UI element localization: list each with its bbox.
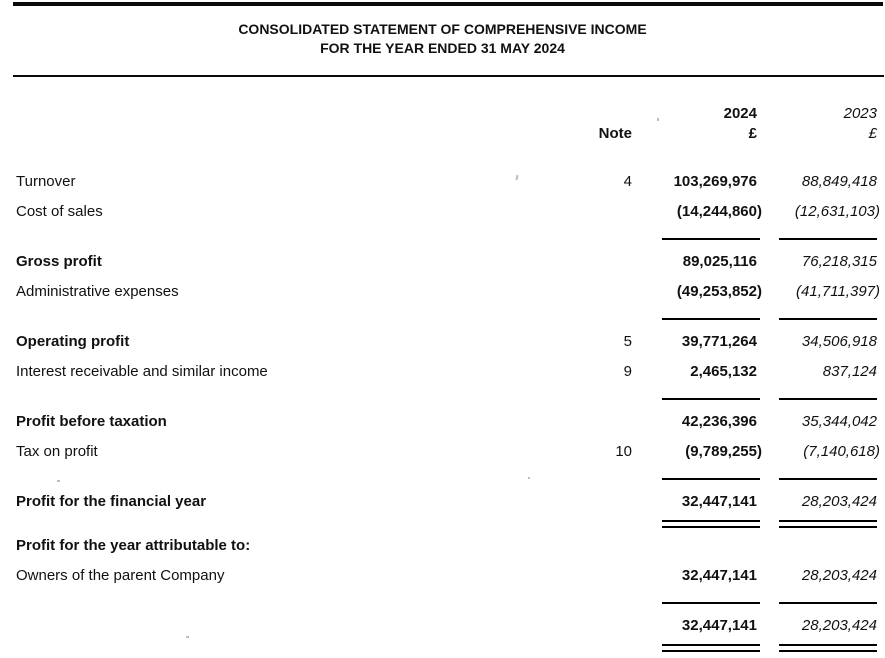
scan-speck bbox=[657, 118, 659, 121]
row-label: Gross profit bbox=[16, 252, 102, 270]
top-border-rule bbox=[13, 2, 883, 6]
total-rule-2024 bbox=[632, 238, 762, 240]
value-2023: 88,849,418 bbox=[801, 172, 877, 190]
total-rule-row bbox=[0, 602, 885, 604]
value-2024: 89,025,116 bbox=[682, 252, 757, 270]
row-label: Profit before taxation bbox=[16, 412, 167, 430]
value-2023: (7,140,618) bbox=[803, 442, 880, 460]
total-rule-2023 bbox=[762, 644, 880, 652]
value-2024: 103,269,976 bbox=[673, 172, 757, 190]
currency-symbol-2024: £ bbox=[748, 124, 757, 142]
total-rule-row bbox=[0, 238, 885, 240]
total-rule-2024 bbox=[632, 602, 762, 604]
total-rule-row bbox=[0, 478, 885, 480]
scan-speck bbox=[186, 636, 189, 638]
statement-body: Turnover 4 103,269,976 88,849,418 Cost of sa… bbox=[0, 166, 885, 652]
value-2023: 28,203,424 bbox=[801, 616, 877, 634]
row-label: Administrative expenses bbox=[16, 282, 179, 300]
table-row: Owners of the parent Company 32,447,141 28… bbox=[0, 560, 885, 590]
total-rule-2024 bbox=[632, 644, 762, 652]
total-rule-2024 bbox=[632, 318, 762, 320]
table-row: Profit for the year attributable to: bbox=[0, 530, 885, 560]
value-2024: (14,244,860) bbox=[676, 202, 762, 220]
row-label: Owners of the parent Company bbox=[16, 566, 225, 584]
total-rule-row bbox=[0, 398, 885, 400]
total-rule-row bbox=[0, 318, 885, 320]
row-label: Profit for the financial year bbox=[16, 492, 207, 510]
column-header-2023: 2023 bbox=[843, 104, 877, 122]
total-rule-2024 bbox=[632, 520, 762, 528]
row-label: Profit for the year attributable to: bbox=[16, 536, 251, 554]
title-line-2: FOR THE YEAR ENDED 31 MAY 2024 bbox=[320, 40, 565, 56]
title-line-1: CONSOLIDATED STATEMENT OF COMPREHENSIVE … bbox=[238, 21, 647, 37]
value-2024: 32,447,141 bbox=[681, 492, 757, 510]
title-divider-rule bbox=[13, 75, 884, 77]
table-row: Profit before taxation 42,236,396 35,344,0… bbox=[0, 406, 885, 436]
row-note: 10 bbox=[615, 442, 632, 460]
total-rule-2024 bbox=[632, 478, 762, 480]
row-note: 4 bbox=[623, 172, 632, 190]
column-header-note: Note bbox=[598, 124, 632, 142]
table-row: Operating profit 5 39,771,264 34,506,918 bbox=[0, 326, 885, 356]
total-rule-2023 bbox=[762, 602, 880, 604]
value-2024: (9,789,255) bbox=[685, 442, 762, 460]
value-2024: (49,253,852) bbox=[676, 282, 762, 300]
table-row: Cost of sales (14,244,860) (12,631,103) bbox=[0, 196, 885, 226]
total-double-row bbox=[0, 644, 885, 652]
table-row: Interest receivable and similar income 9 2… bbox=[0, 356, 885, 386]
row-label: Interest receivable and similar income bbox=[16, 362, 268, 380]
table-row: 32,447,141 28,203,424 bbox=[0, 610, 885, 640]
row-note: 9 bbox=[623, 362, 632, 380]
row-label: Cost of sales bbox=[16, 202, 103, 220]
row-label: Operating profit bbox=[16, 332, 130, 350]
table-row: Profit for the financial year 32,447,141 2… bbox=[0, 486, 885, 516]
total-rule-2023 bbox=[762, 238, 880, 240]
table-row: Tax on profit 10 (9,789,255) (7,140,618) bbox=[0, 436, 885, 466]
total-rule-2023 bbox=[762, 478, 880, 480]
row-note: 5 bbox=[623, 332, 632, 350]
scan-speck bbox=[57, 480, 60, 482]
column-header-2024: 2024 bbox=[723, 104, 757, 122]
total-rule-2023 bbox=[762, 398, 880, 400]
row-label: Turnover bbox=[16, 172, 76, 190]
currency-symbol-2023: £ bbox=[868, 124, 877, 142]
value-2023: 34,506,918 bbox=[801, 332, 877, 350]
table-row: Administrative expenses (49,253,852) (41,7… bbox=[0, 276, 885, 306]
value-2023: (41,711,397) bbox=[796, 282, 880, 300]
value-2024: 42,236,396 bbox=[681, 412, 757, 430]
value-2024: 32,447,141 bbox=[681, 616, 757, 634]
value-2023: 837,124 bbox=[822, 362, 877, 380]
value-2023: 28,203,424 bbox=[801, 492, 877, 510]
total-double-row bbox=[0, 520, 885, 528]
total-rule-2023 bbox=[762, 520, 880, 528]
total-rule-2024 bbox=[632, 398, 762, 400]
value-2023: 76,218,315 bbox=[801, 252, 877, 270]
value-2024: 32,447,141 bbox=[681, 566, 757, 584]
value-2023: 28,203,424 bbox=[801, 566, 877, 584]
row-label: Tax on profit bbox=[16, 442, 98, 460]
currency-header-row: Note £ £ bbox=[0, 122, 885, 144]
statement-title: CONSOLIDATED STATEMENT OF COMPREHENSIVE … bbox=[0, 20, 885, 58]
value-2024: 39,771,264 bbox=[681, 332, 757, 350]
total-rule-2023 bbox=[762, 318, 880, 320]
table-row: Turnover 4 103,269,976 88,849,418 bbox=[0, 166, 885, 196]
value-2023: (12,631,103) bbox=[794, 202, 880, 220]
value-2023: 35,344,042 bbox=[801, 412, 877, 430]
scan-speck bbox=[528, 477, 530, 479]
year-header-row: 2024 2023 bbox=[0, 104, 885, 122]
table-row: Gross profit 89,025,116 76,218,315 bbox=[0, 246, 885, 276]
value-2024: 2,465,132 bbox=[690, 362, 757, 380]
